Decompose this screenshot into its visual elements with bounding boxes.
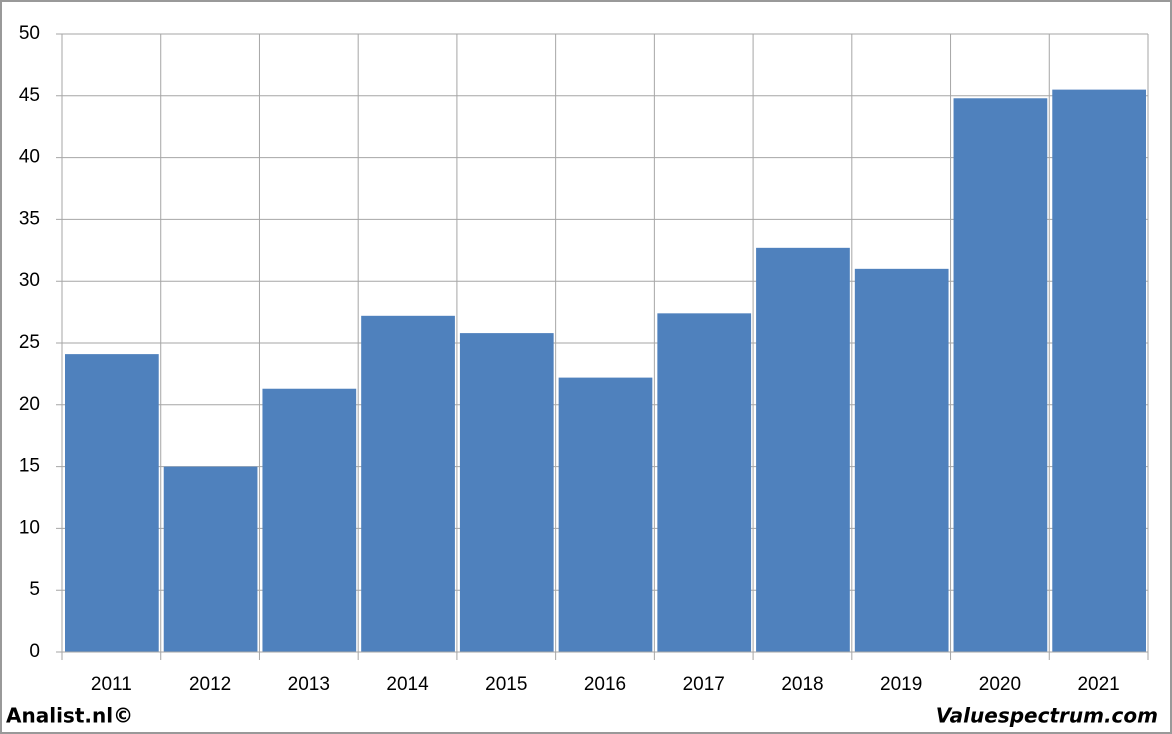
x-tick-label: 2020	[979, 674, 1021, 695]
y-tick-label: 20	[19, 394, 40, 415]
x-tick-label: 2012	[189, 674, 231, 695]
footer-left: Analist.nl©	[6, 704, 133, 728]
x-tick-label: 2016	[584, 674, 626, 695]
y-tick-label: 35	[19, 208, 40, 229]
bar	[953, 98, 1048, 653]
footer-right: Valuespectrum.com	[936, 704, 1158, 728]
x-tick-label: 2013	[288, 674, 330, 695]
bar	[361, 315, 455, 652]
x-tick-label: 2011	[91, 674, 132, 695]
bar	[756, 247, 850, 652]
bar	[262, 388, 357, 652]
y-tick-label: 50	[19, 23, 40, 44]
x-tick-label: 2021	[1077, 674, 1119, 695]
x-tick-label: 2019	[880, 674, 922, 695]
bar	[558, 377, 653, 652]
y-tick-label: 10	[19, 517, 40, 538]
bar	[854, 268, 949, 652]
bar	[65, 354, 159, 652]
y-tick-label: 45	[19, 85, 40, 106]
y-tick-label: 40	[19, 147, 40, 168]
x-tick-label: 2015	[485, 674, 527, 695]
bar	[1052, 89, 1146, 653]
x-tick-label: 2017	[683, 674, 725, 695]
bar	[459, 333, 554, 652]
y-tick-label: 25	[19, 332, 40, 353]
x-tick-label: 2014	[386, 674, 429, 695]
bar	[657, 313, 752, 652]
y-tick-label: 15	[19, 456, 40, 477]
y-tick-label: 30	[19, 270, 40, 291]
bar	[163, 466, 258, 652]
x-tick-label: 2018	[781, 674, 823, 695]
y-tick-label: 0	[29, 641, 40, 662]
y-tick-label: 5	[29, 579, 40, 600]
